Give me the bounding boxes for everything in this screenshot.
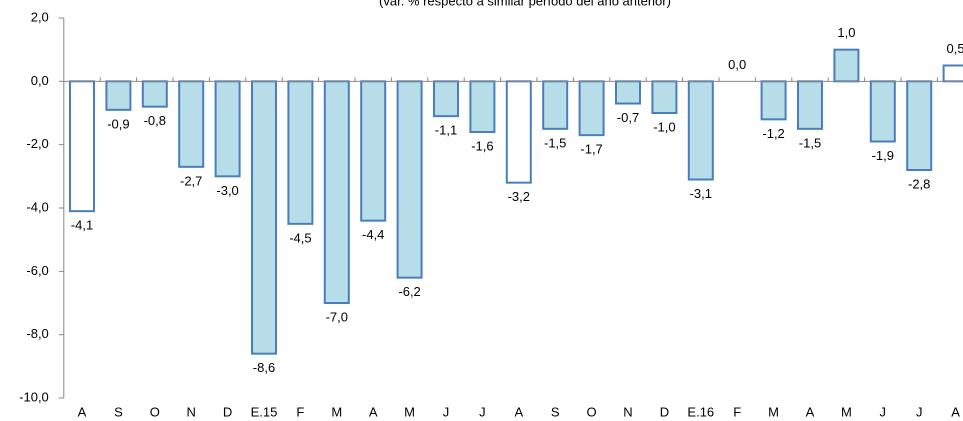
x-tick-label: E.16 [687, 404, 714, 419]
x-tick-label: D [223, 404, 232, 419]
value-label: -0,8 [144, 113, 166, 128]
value-label: -8,6 [253, 360, 275, 375]
value-label: -0,9 [107, 116, 129, 131]
y-tick-label: -2,0 [26, 136, 48, 151]
value-label: -6,2 [398, 284, 420, 299]
x-tick-label: A [369, 404, 378, 419]
bar [469, 80, 496, 134]
value-label: -1,5 [544, 135, 566, 150]
bar [542, 80, 569, 130]
bar [906, 80, 933, 171]
x-tick-label: A [951, 404, 960, 419]
x-tick-label: M [841, 404, 852, 419]
x-tick-label: A [78, 404, 87, 419]
x-tick-label: F [733, 404, 741, 419]
value-label: -4,4 [362, 227, 384, 242]
value-label: -4,5 [289, 230, 311, 245]
value-label: -0,7 [617, 110, 639, 125]
value-label: -4,1 [71, 218, 93, 233]
value-label: 0,0 [728, 57, 746, 72]
bar [615, 80, 641, 105]
value-label: -1,0 [653, 119, 675, 134]
bar [505, 80, 532, 184]
bar [797, 80, 823, 130]
x-tick-label: O [587, 404, 597, 419]
x-tick-label: N [623, 404, 632, 419]
value-label: -1,9 [872, 148, 894, 163]
bar [396, 80, 423, 279]
bar [251, 80, 277, 355]
y-tick-label: -8,0 [26, 326, 48, 341]
value-label: -1,1 [435, 123, 457, 138]
x-tick-label: D [660, 404, 669, 419]
value-label: -1,6 [471, 138, 493, 153]
x-tick-label: N [187, 404, 196, 419]
bar [942, 64, 963, 83]
x-tick-label: O [150, 404, 160, 419]
value-label: -2,8 [908, 176, 930, 191]
y-tick-label: 0,0 [31, 73, 49, 88]
x-tick-label: J [479, 404, 486, 419]
bar [141, 80, 168, 108]
x-tick-label: E.15 [251, 404, 278, 419]
bar [433, 80, 459, 118]
bar [323, 80, 350, 305]
value-label: -1,2 [762, 126, 784, 141]
bar [869, 80, 896, 143]
bar [833, 48, 860, 83]
x-tick-label: F [296, 404, 304, 419]
value-label: -1,5 [799, 135, 821, 150]
value-label: -7,0 [326, 309, 348, 324]
y-tick-label: -6,0 [26, 263, 48, 278]
y-tick-label: -4,0 [26, 199, 48, 214]
x-tick-label: J [880, 404, 887, 419]
value-label: -2,7 [180, 173, 202, 188]
value-label: 1,0 [837, 25, 855, 40]
y-tick-label: 2,0 [31, 9, 49, 24]
bar [69, 80, 95, 213]
value-label: -3,0 [216, 183, 238, 198]
x-tick-label: J [443, 404, 450, 419]
bar [287, 80, 314, 225]
x-tick-label: M [768, 404, 779, 419]
bar [214, 80, 241, 178]
bar [687, 80, 714, 181]
x-tick-label: M [404, 404, 415, 419]
bar [178, 80, 205, 168]
x-tick-label: A [514, 404, 523, 419]
value-label: -3,2 [508, 189, 530, 204]
x-tick-label: S [551, 404, 560, 419]
x-tick-label: M [331, 404, 342, 419]
bar [651, 80, 678, 115]
x-tick-label: S [114, 404, 123, 419]
bar [105, 80, 132, 111]
value-label: 0,5 [947, 41, 963, 56]
x-tick-label: A [806, 404, 815, 419]
bar [760, 80, 787, 121]
y-tick-label: -10,0 [19, 389, 49, 404]
x-tick-label: J [916, 404, 923, 419]
bar [360, 80, 387, 222]
value-label: -3,1 [690, 186, 712, 201]
chart-subtitle: (var. % respecto a similar período del a… [379, 0, 671, 8]
value-label: -1,7 [580, 142, 602, 157]
bar [578, 80, 605, 137]
